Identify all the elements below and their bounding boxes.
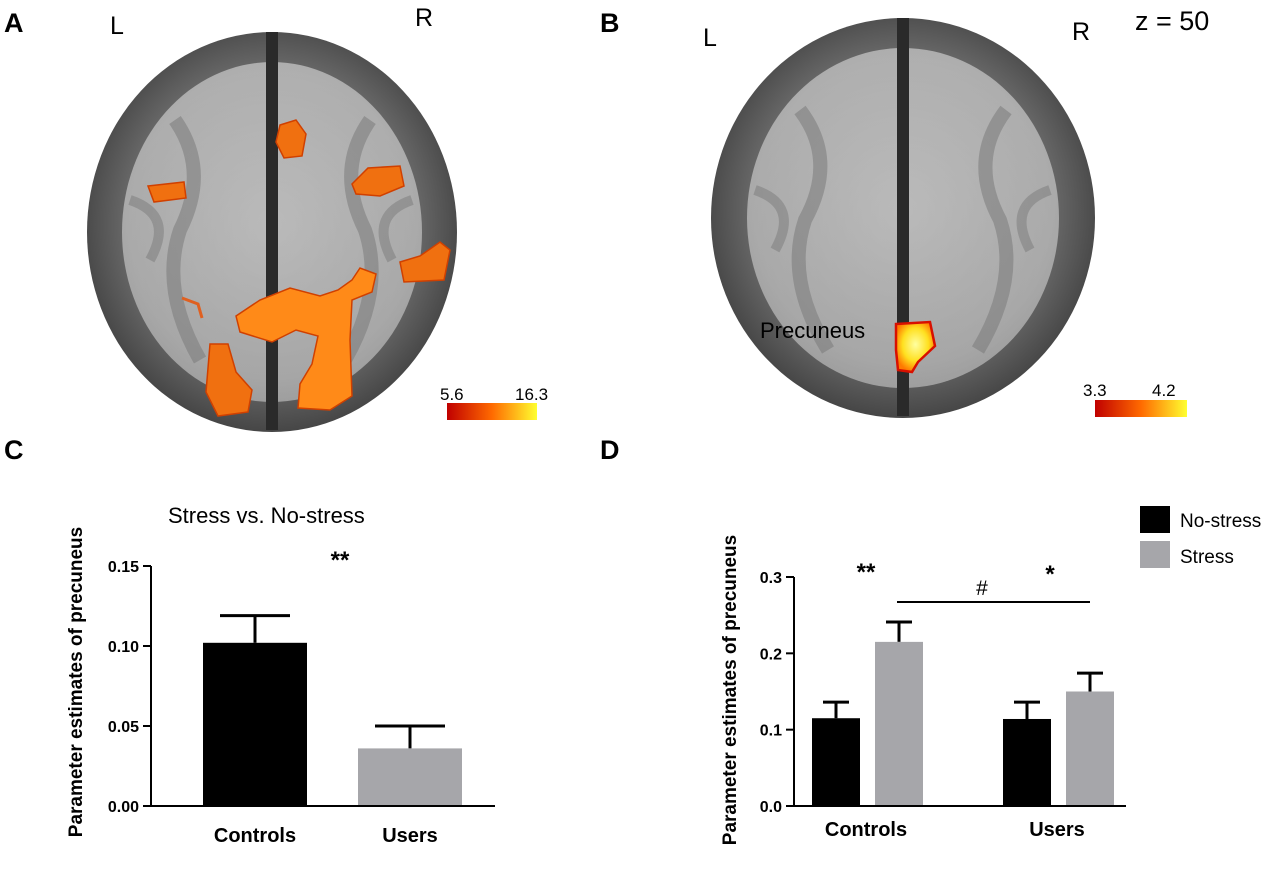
panel-a-label: A	[4, 8, 24, 38]
panel-b-brain-slice: B L R z = 50 Precuneus 3.3 4.2	[600, 6, 1209, 418]
panel-a-brain-slice: A L R 5.6 16.3	[4, 4, 548, 432]
colorbar-a-max: 16.3	[515, 385, 548, 404]
chart-d-controls-significance: **	[857, 559, 876, 586]
chart-c-bar-controls	[203, 642, 307, 806]
chart-d-ytick-label: 0.1	[760, 723, 782, 740]
chart-c-ytick-label: 0.15	[108, 559, 139, 576]
colorbar-b-max: 4.2	[1152, 381, 1176, 400]
chart-c-significance: **	[331, 547, 350, 574]
colorbar-a-min: 5.6	[440, 385, 464, 404]
panel-b-right-label: R	[1072, 18, 1090, 46]
colorbar-b	[1095, 400, 1187, 417]
chart-d-bar-controls-stress	[875, 641, 923, 806]
chart-c-xtick-label: Controls	[214, 825, 296, 847]
chart-c-title: Stress vs. No-stress	[168, 503, 365, 528]
chart-d-xtick-label: Users	[1029, 819, 1085, 841]
panel-a-left-label: L	[110, 12, 124, 40]
chart-d-users-significance: *	[1045, 561, 1055, 588]
panel-c-chart: C Stress vs. No-stress Parameter estimat…	[4, 435, 495, 847]
slice-coordinate-label: z = 50	[1135, 6, 1209, 36]
chart-d-ytick-label: 0.2	[760, 646, 782, 663]
legend-swatch-no-stress	[1140, 506, 1170, 533]
colorbar-a	[447, 403, 537, 420]
chart-d-ylabel: Parameter estimates of precuneus	[720, 535, 741, 845]
chart-d-bar-controls-no-stress	[812, 718, 860, 806]
panel-b-left-label: L	[703, 24, 717, 52]
chart-c-ytick-label: 0.00	[108, 799, 139, 816]
chart-c-xtick-label: Users	[382, 825, 438, 847]
panel-a-right-label: R	[415, 4, 433, 32]
chart-c-ytick-label: 0.10	[108, 639, 139, 656]
chart-d-legend: No-stress Stress	[1140, 506, 1261, 568]
chart-c-ytick-label: 0.05	[108, 719, 139, 736]
colorbar-b-min: 3.3	[1083, 381, 1107, 400]
panel-d-chart: D Parameter estimates of precuneus 0.0 0.…	[600, 435, 1261, 845]
legend-swatch-stress	[1140, 541, 1170, 568]
chart-d-bar-users-stress	[1066, 691, 1114, 806]
chart-c-bar-users	[358, 748, 462, 806]
activation-clusters-a	[146, 119, 451, 417]
panel-c-label: C	[4, 435, 24, 465]
legend-label-no-stress: No-stress	[1180, 511, 1261, 532]
precuneus-label: Precuneus	[760, 318, 865, 343]
panel-b-label: B	[600, 8, 620, 38]
panel-d-label: D	[600, 435, 620, 465]
chart-c-ylabel: Parameter estimates of precuneus	[66, 527, 87, 837]
chart-d-xtick-label: Controls	[825, 819, 907, 841]
legend-label-stress: Stress	[1180, 547, 1234, 568]
chart-d-bar-users-no-stress	[1003, 718, 1051, 806]
chart-d-group-significance: #	[976, 577, 988, 600]
chart-d-ytick-label: 0.3	[760, 570, 782, 587]
brain-b-image	[711, 18, 1095, 418]
brain-a-image	[87, 32, 457, 432]
precuneus-cluster	[894, 320, 937, 374]
chart-d-ytick-label: 0.0	[760, 799, 782, 816]
